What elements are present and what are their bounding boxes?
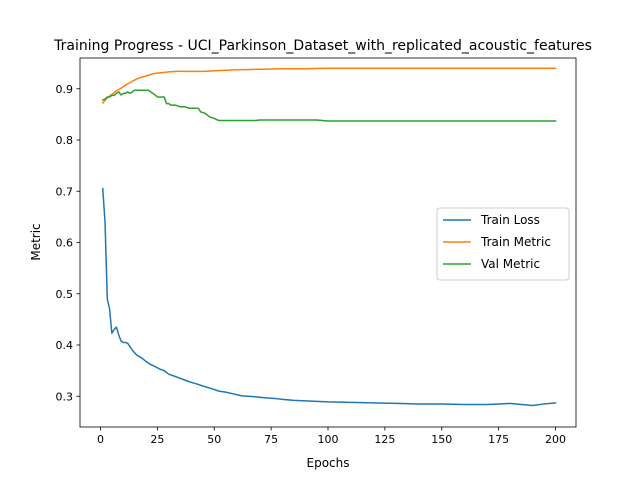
x-tick-label: 25 xyxy=(150,433,164,446)
y-tick-label: 0.8 xyxy=(56,134,74,147)
x-axis-label: Epochs xyxy=(307,456,350,470)
y-axis-label: Metric xyxy=(29,223,43,260)
legend-label: Val Metric xyxy=(481,257,540,271)
legend-label: Train Loss xyxy=(480,213,540,227)
legend-label: Train Metric xyxy=(480,235,551,249)
chart-title: Training Progress - UCI_Parkinson_Datase… xyxy=(53,38,592,54)
x-tick-label: 200 xyxy=(545,433,566,446)
y-tick-label: 0.6 xyxy=(56,237,74,250)
y-tick-label: 0.7 xyxy=(56,185,74,198)
x-tick-label: 75 xyxy=(264,433,278,446)
plot-layer xyxy=(101,67,557,407)
y-tick-label: 0.3 xyxy=(56,390,74,403)
x-tick-label: 100 xyxy=(318,433,339,446)
axes-layer: 0 25 50 75 100 125 150 175 200 0.3 0.4 0.5 0.6 0.7 0.8… xyxy=(56,57,577,446)
x-tick-label: 150 xyxy=(431,433,452,446)
legend-box xyxy=(436,207,570,281)
x-tick-label: 175 xyxy=(488,433,509,446)
legend: Train Loss Train Metric Val Metric xyxy=(436,207,570,281)
y-tick-label: 0.4 xyxy=(56,339,74,352)
x-tick-label: 50 xyxy=(207,433,221,446)
series-line-val-metric xyxy=(101,89,557,122)
series-line-train-metric xyxy=(101,67,557,105)
x-tick-label: 125 xyxy=(374,433,395,446)
y-tick-label: 0.9 xyxy=(56,83,74,96)
x-tick-label: 0 xyxy=(97,433,104,446)
series-line-train-loss xyxy=(101,187,557,407)
y-tick-label: 0.5 xyxy=(56,288,74,301)
